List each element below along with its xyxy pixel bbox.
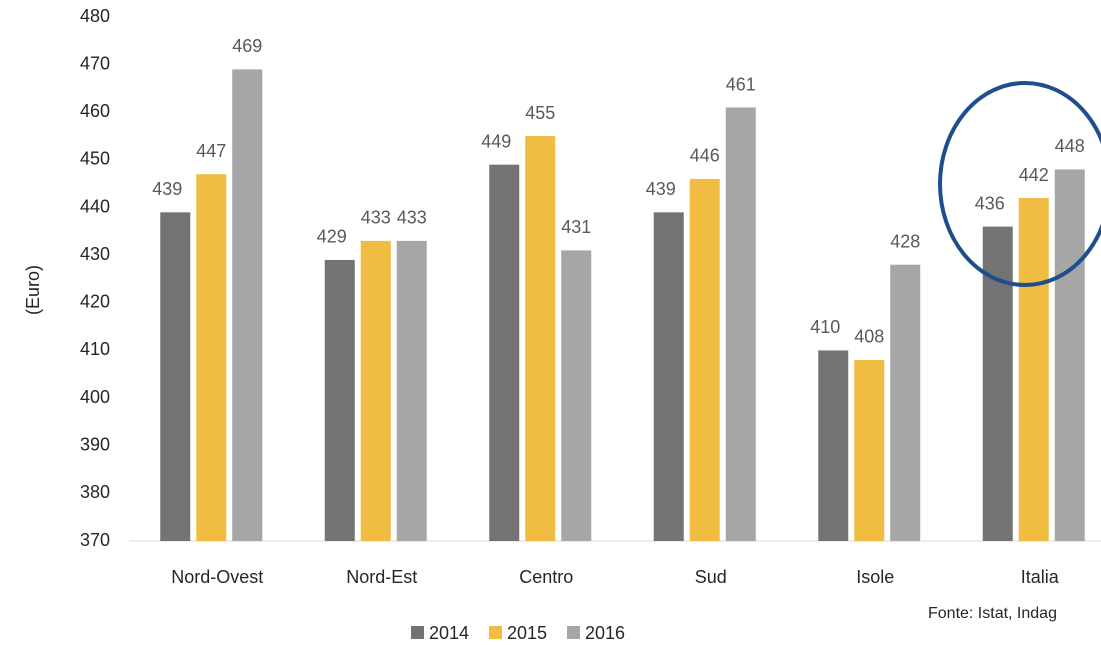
data-label: 442: [1019, 165, 1049, 185]
x-tick-label: Centro: [519, 567, 573, 587]
bar: [890, 264, 921, 541]
bar: [196, 174, 227, 541]
data-label: 446: [690, 146, 720, 166]
bar: [653, 212, 684, 542]
data-label: 439: [152, 179, 182, 199]
y-tick-label: 430: [80, 244, 110, 264]
data-label: 436: [975, 193, 1005, 213]
y-tick-label: 480: [80, 6, 110, 26]
x-tick-label: Isole: [856, 567, 894, 587]
bar: [854, 359, 885, 541]
data-label: 433: [361, 208, 391, 228]
bar: [1018, 198, 1049, 541]
y-axis-label: (Euro): [23, 265, 43, 315]
data-label: 431: [561, 217, 591, 237]
y-tick-label: 420: [80, 292, 110, 312]
x-tick-label: Nord-Est: [346, 567, 417, 587]
bar: [818, 350, 849, 541]
bar: [561, 250, 592, 541]
highlight-circle: [938, 81, 1101, 287]
data-label: 447: [196, 141, 226, 161]
bar: [489, 164, 520, 541]
y-tick-label: 460: [80, 101, 110, 121]
y-tick-label: 440: [80, 196, 110, 216]
x-tick-label: Italia: [1021, 567, 1060, 587]
data-label: 410: [810, 317, 840, 337]
source-note: Fonte: Istat, Indag: [928, 605, 1057, 622]
legend-swatch: [567, 626, 580, 639]
legend-label: 2014: [429, 623, 469, 643]
legend-swatch: [411, 626, 424, 639]
y-tick-label: 380: [80, 482, 110, 502]
data-label: 469: [232, 36, 262, 56]
y-tick-label: 450: [80, 149, 110, 169]
data-label: 449: [481, 131, 511, 151]
x-tick-label: Nord-Ovest: [171, 567, 263, 587]
data-label: 433: [397, 208, 427, 228]
data-label: 439: [646, 179, 676, 199]
x-tick-label: Sud: [695, 567, 727, 587]
bar: [525, 136, 556, 541]
y-tick-label: 390: [80, 434, 110, 454]
y-tick-label: 470: [80, 53, 110, 73]
data-label: 429: [317, 227, 347, 247]
bar: [1054, 169, 1085, 541]
bar: [232, 69, 263, 542]
bar: [689, 178, 720, 542]
data-label: 428: [890, 231, 920, 251]
data-label: 408: [854, 327, 884, 347]
bar: [360, 240, 391, 541]
y-tick-label: 410: [80, 339, 110, 359]
data-label: 448: [1055, 136, 1085, 156]
bar: [396, 240, 427, 541]
bar: [725, 107, 756, 541]
bar: [324, 259, 355, 541]
data-label: 461: [726, 74, 756, 94]
y-tick-label: 400: [80, 387, 110, 407]
y-tick-label: 370: [80, 530, 110, 550]
legend-label: 2016: [585, 623, 625, 643]
legend-label: 2015: [507, 623, 547, 643]
bar: [160, 212, 191, 542]
legend-swatch: [489, 626, 502, 639]
data-label: 455: [525, 103, 555, 123]
